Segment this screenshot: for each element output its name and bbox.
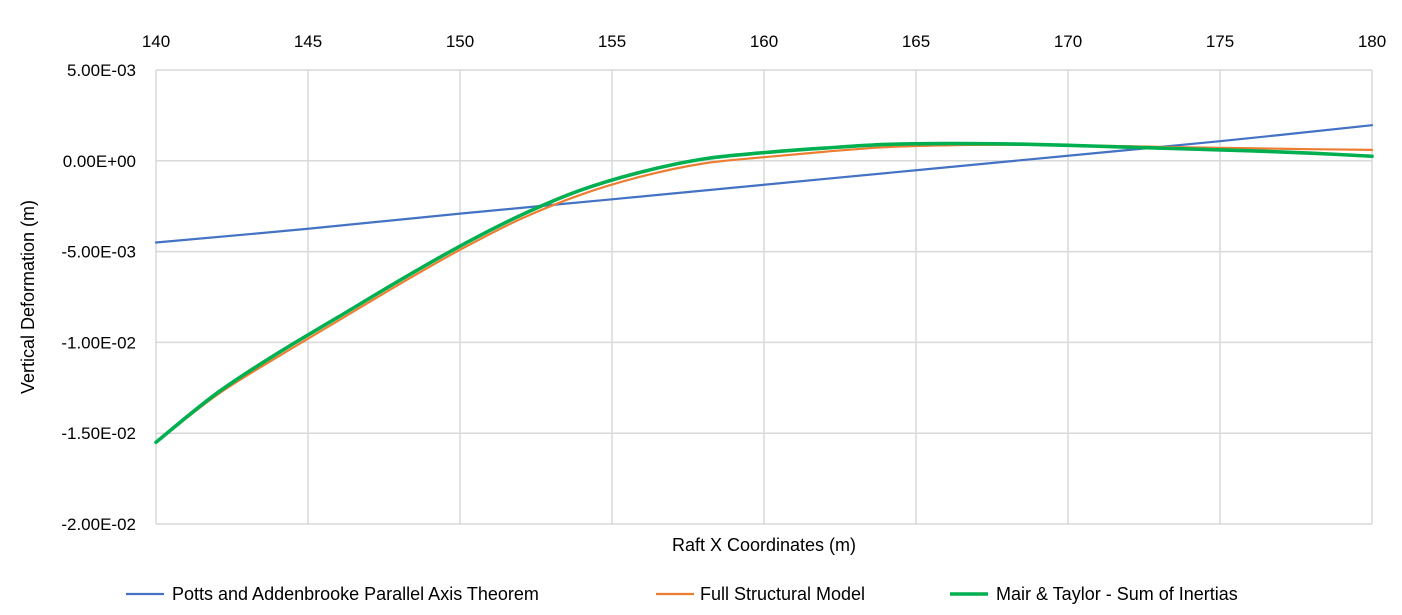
x-tick-label: 150 <box>446 32 474 51</box>
legend-item-full-structural-model: Full Structural Model <box>656 584 865 604</box>
y-tick-label: 0.00E+00 <box>63 152 136 171</box>
legend-item-mair-taylor: Mair & Taylor - Sum of Inertias <box>950 584 1238 604</box>
y-tick-label: -1.50E-02 <box>61 424 136 443</box>
y-tick-label: -1.00E-02 <box>61 333 136 352</box>
x-tick-label: 175 <box>1206 32 1234 51</box>
y-tick-label: 5.00E-03 <box>67 61 136 80</box>
y-tick-label: -5.00E-03 <box>61 243 136 262</box>
legend-label: Mair & Taylor - Sum of Inertias <box>996 584 1238 604</box>
legend-item-potts-addenbrooke: Potts and Addenbrooke Parallel Axis Theo… <box>126 584 539 604</box>
legend: Potts and Addenbrooke Parallel Axis Theo… <box>126 584 1238 604</box>
x-tick-label: 140 <box>142 32 170 51</box>
legend-label: Full Structural Model <box>700 584 865 604</box>
series-line-mair-taylor <box>154 141 1374 445</box>
legend-label: Potts and Addenbrooke Parallel Axis Theo… <box>172 584 539 604</box>
x-tick-label: 145 <box>294 32 322 51</box>
x-axis-title: Raft X Coordinates (m) <box>672 535 856 555</box>
x-tick-label: 170 <box>1054 32 1082 51</box>
x-tick-label: 180 <box>1358 32 1386 51</box>
gridlines <box>155 69 1373 525</box>
x-tick-label: 160 <box>750 32 778 51</box>
y-tick-label: -2.00E-02 <box>61 515 136 534</box>
x-tick-label: 155 <box>598 32 626 51</box>
x-axis-ticks: 140 145 150 155 160 165 170 175 180 <box>142 32 1386 51</box>
series-lines <box>154 124 1374 445</box>
y-axis-title: Vertical Deformation (m) <box>18 200 38 394</box>
y-axis-ticks: 5.00E-03 0.00E+00 -5.00E-03 -1.00E-02 -1.50E… <box>61 61 136 534</box>
series-line-potts-addenbrooke <box>154 124 1374 244</box>
x-tick-label: 165 <box>902 32 930 51</box>
